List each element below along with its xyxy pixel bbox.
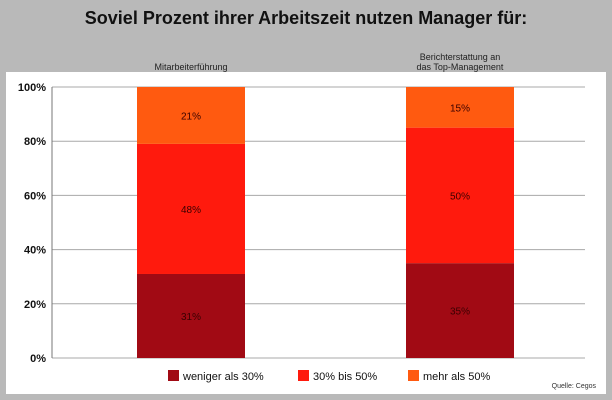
legend-label: 30% bis 50% bbox=[313, 371, 377, 383]
bar-segment bbox=[406, 87, 514, 128]
legend-swatch bbox=[168, 370, 179, 381]
legend-swatch bbox=[408, 370, 419, 381]
y-tick-label: 40% bbox=[24, 245, 46, 257]
chart-title: Soviel Prozent ihrer Arbeitszeit nutzen … bbox=[84, 8, 528, 28]
bar-segment bbox=[406, 127, 514, 264]
bar-segment bbox=[137, 143, 245, 274]
data-label: 50% bbox=[450, 191, 470, 202]
data-label: 35% bbox=[450, 307, 470, 318]
source-note: Quelle: Cegos bbox=[551, 383, 596, 390]
data-label: 21% bbox=[181, 111, 201, 122]
category-label: Mitarbeiterführung bbox=[154, 62, 227, 72]
legend-label: weniger als 30% bbox=[182, 371, 264, 383]
category-label: das Top-Management bbox=[417, 62, 504, 72]
bar-segment bbox=[137, 87, 245, 144]
bar-segment bbox=[406, 263, 514, 358]
legend-swatch bbox=[298, 370, 309, 381]
y-tick-label: 60% bbox=[24, 190, 46, 202]
y-tick-label: 20% bbox=[24, 299, 46, 311]
data-label: 15% bbox=[450, 103, 470, 114]
data-label: 31% bbox=[181, 312, 201, 323]
legend-label: mehr als 50% bbox=[423, 371, 490, 383]
y-tick-label: 80% bbox=[24, 136, 46, 148]
category-label: Berichterstattung an bbox=[420, 52, 501, 62]
bar-segment bbox=[137, 273, 245, 358]
data-label: 48% bbox=[181, 205, 201, 216]
y-tick-label: 0% bbox=[30, 353, 46, 365]
y-tick-label: 100% bbox=[18, 82, 46, 94]
